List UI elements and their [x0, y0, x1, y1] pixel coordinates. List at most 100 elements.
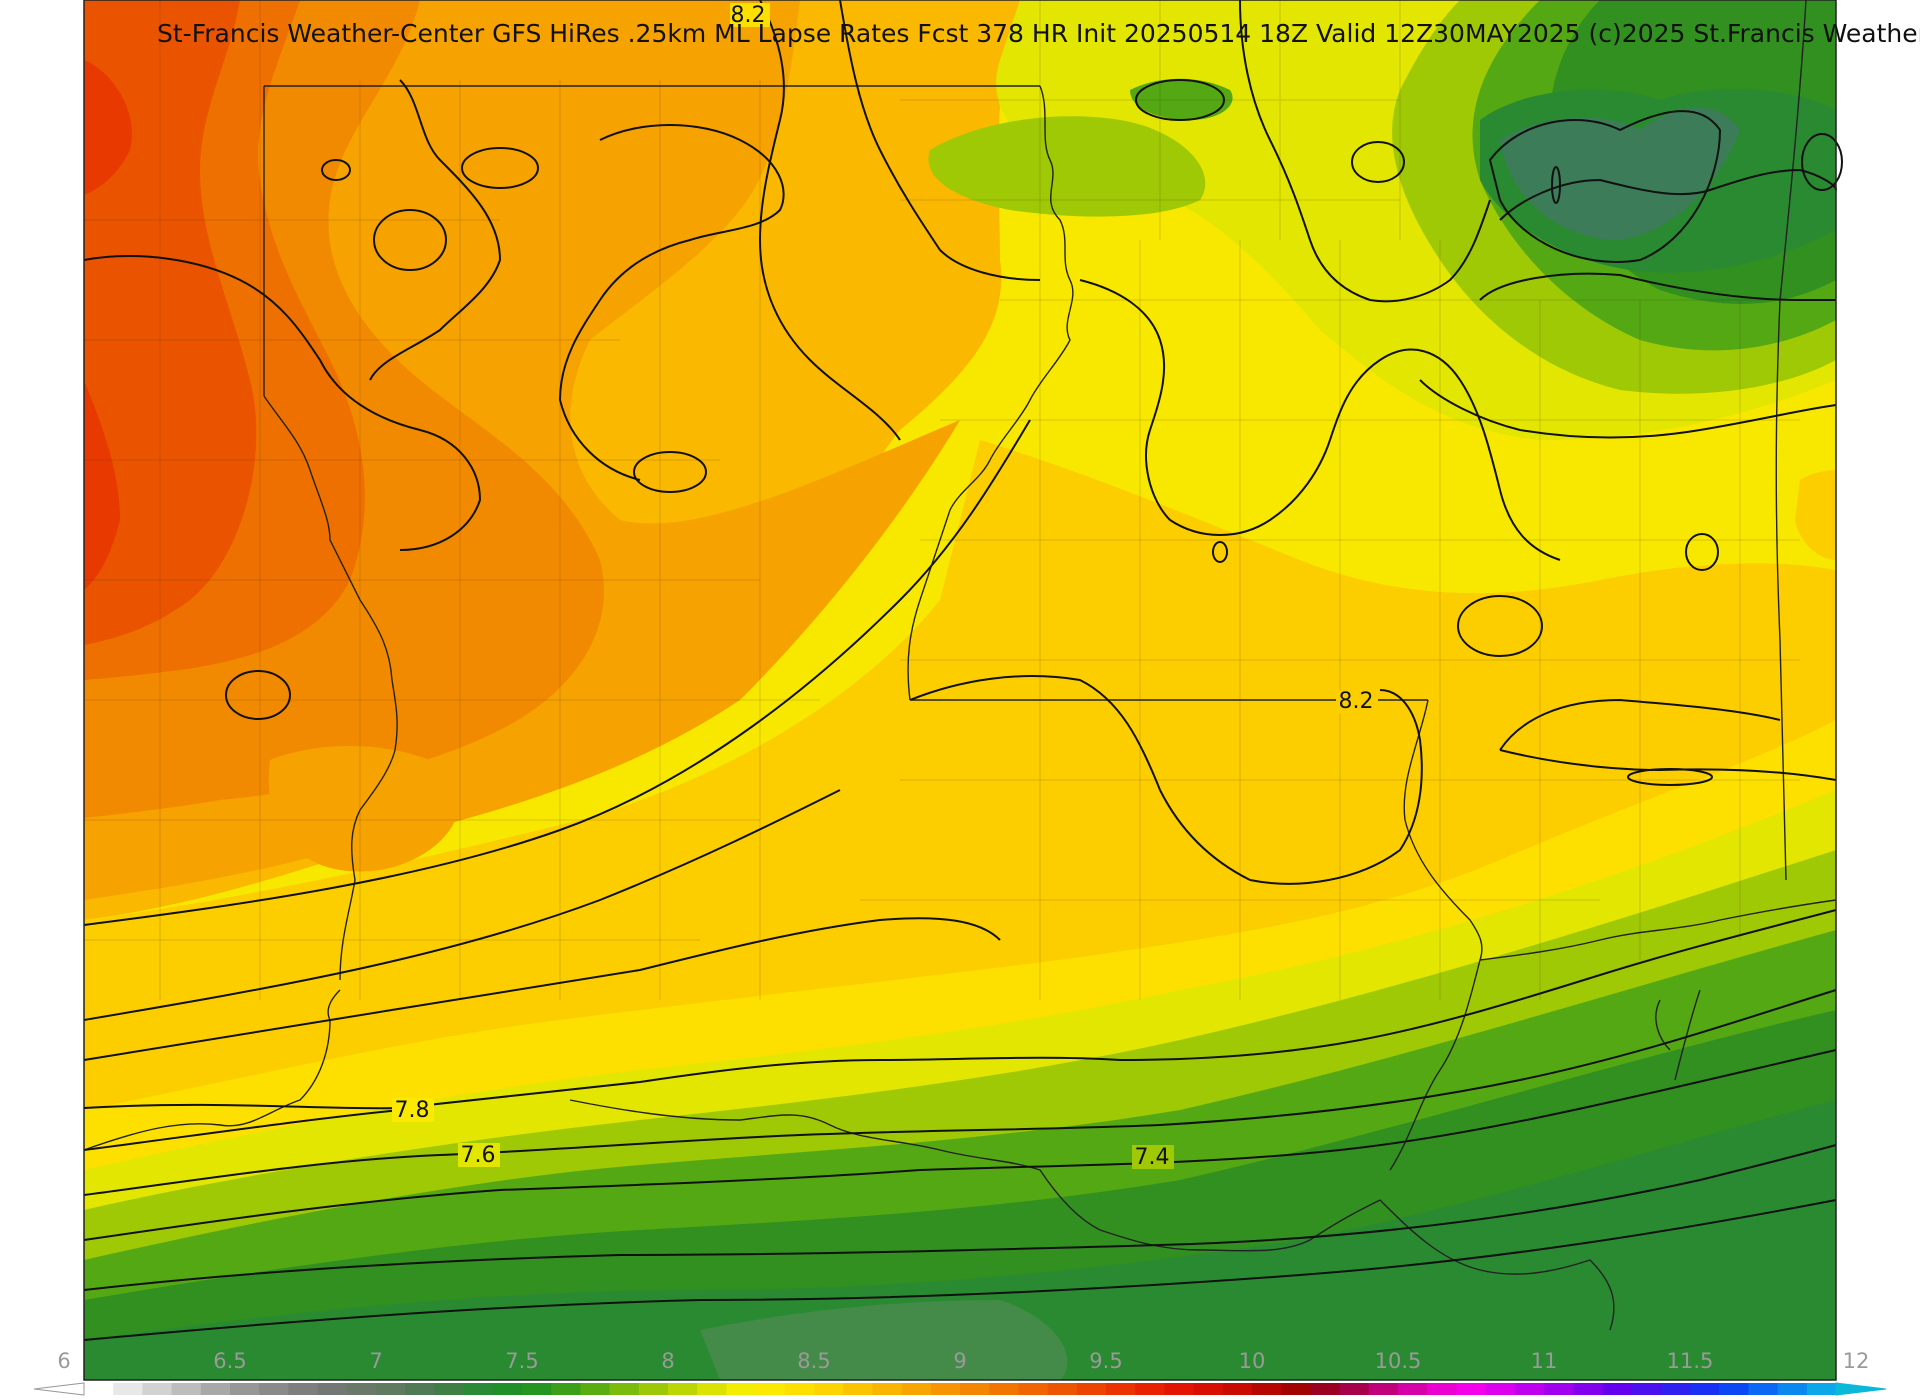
fill-red-region — [84, 0, 257, 645]
colorbar-tick-label: 8 — [661, 1349, 674, 1373]
state-border — [1775, 0, 1807, 881]
colorbar-tick-label: 10.5 — [1375, 1349, 1422, 1373]
contour-loop — [1627, 768, 1713, 786]
colorbar-cell — [1222, 1383, 1253, 1395]
contour-line — [1239, 0, 1491, 303]
coastline — [83, 989, 341, 1151]
colorbar-cell — [930, 1383, 961, 1395]
colorbar-cell — [1135, 1383, 1165, 1395]
contour-loop — [1212, 541, 1228, 563]
colorbar-cell — [463, 1383, 494, 1395]
colorbar-cell — [1164, 1383, 1195, 1395]
colorbar-cell — [288, 1383, 319, 1395]
colorbar-cell — [1281, 1383, 1311, 1395]
contour-loop — [373, 209, 447, 271]
contour-lines — [83, 0, 1843, 1341]
colorbar-cell — [259, 1383, 289, 1395]
colorbar-cell — [171, 1383, 202, 1395]
colorbar-cell — [1485, 1383, 1516, 1395]
colorbar-tick-label: 7 — [369, 1349, 382, 1373]
fill-lime-patch-north-2 — [1130, 78, 1233, 120]
colorbar-cell — [1047, 1383, 1078, 1395]
contour-loop — [1351, 141, 1405, 183]
colorbar-cell — [1748, 1383, 1779, 1395]
colorbar-cell — [142, 1383, 173, 1395]
state-border — [907, 85, 1074, 701]
colorbar-cell — [609, 1383, 640, 1395]
contour-line — [83, 1049, 1837, 1241]
county-line — [1039, 240, 1741, 1000]
contour-loop — [1551, 166, 1561, 204]
contour-loop — [1801, 133, 1843, 191]
colorbar-cell — [1631, 1383, 1662, 1395]
county-line — [84, 219, 820, 941]
colorbar-cell — [376, 1383, 406, 1395]
colorbar-tick-label: 7.5 — [505, 1349, 538, 1373]
contour-label: 7.8 — [395, 1098, 430, 1123]
colorbar-cell — [84, 1383, 114, 1395]
contour-line — [369, 79, 502, 381]
colorbar-tick-label: 9.5 — [1089, 1349, 1122, 1373]
colorbar-cell — [784, 1383, 815, 1395]
contour-line — [83, 1109, 401, 1151]
colorbar-cell — [1602, 1383, 1633, 1395]
coastline — [1479, 899, 1837, 961]
contour-line — [83, 989, 1837, 1196]
colorbar-cell — [726, 1383, 757, 1395]
contour-loop — [1457, 595, 1543, 657]
county-line — [159, 0, 761, 1000]
contour-line — [83, 789, 841, 1021]
colorbar-tick-label: 8.5 — [797, 1349, 830, 1373]
colorbar-cell — [989, 1383, 1019, 1395]
contour-line — [83, 255, 482, 551]
county-lines — [84, 0, 1800, 1000]
state-border — [263, 395, 398, 981]
county-line — [900, 0, 1401, 240]
coastline — [1379, 1199, 1615, 1331]
colorbar-cell — [1310, 1383, 1341, 1395]
colorbar-cell — [843, 1383, 873, 1395]
fill-light-orange-central — [84, 440, 1836, 1110]
colorbar-tick-label: 11 — [1531, 1349, 1558, 1373]
colorbar-cell — [872, 1383, 903, 1395]
colorbar-tick-label: 12 — [1843, 1349, 1870, 1373]
colorbar-cell — [1690, 1383, 1720, 1395]
lapse-rate-fills — [84, 0, 1836, 1380]
contour-line — [83, 419, 1031, 926]
fill-yellow-patch-east — [1795, 470, 1836, 560]
contour-line — [909, 675, 1423, 885]
colorbar-cell — [1368, 1383, 1399, 1395]
contour-loop — [225, 670, 291, 720]
fill-grey-green-south — [700, 1300, 1068, 1380]
colorbar-cell — [755, 1383, 786, 1395]
colorbar-cell — [1018, 1383, 1049, 1395]
colorbar-cell — [1544, 1383, 1574, 1395]
contour-label: 8.2 — [1339, 689, 1374, 714]
label-bg — [392, 1098, 434, 1122]
colorbar-cell — [1456, 1383, 1487, 1395]
contour-line — [83, 917, 1001, 1061]
colorbar-cell — [1106, 1383, 1136, 1395]
fill-ne-grey-green — [1500, 107, 1740, 240]
contour-line — [83, 1144, 1837, 1291]
fill-red-region-3 — [84, 60, 132, 195]
coastline — [1655, 989, 1701, 1081]
fill-red-region-2 — [84, 380, 120, 590]
colorbar-cell — [1076, 1383, 1107, 1395]
colorbar-cell — [1339, 1383, 1370, 1395]
label-bg — [730, 3, 770, 27]
colorbar-cell — [230, 1383, 260, 1395]
colorbar-cell — [1660, 1383, 1691, 1395]
contour-line — [1419, 379, 1837, 439]
contour-loop — [1685, 533, 1719, 571]
colorbar-min-arrow — [33, 1382, 85, 1396]
contour-line — [1079, 279, 1561, 561]
fill-lime-patch-north — [928, 116, 1206, 217]
contour-loop — [1135, 79, 1225, 121]
contour-label: 7.4 — [1135, 1145, 1170, 1170]
fill-orange-patch-west — [268, 746, 461, 872]
colorbar-cell — [434, 1383, 465, 1395]
colorbar-cell — [492, 1383, 523, 1395]
contour-line — [839, 0, 1041, 281]
